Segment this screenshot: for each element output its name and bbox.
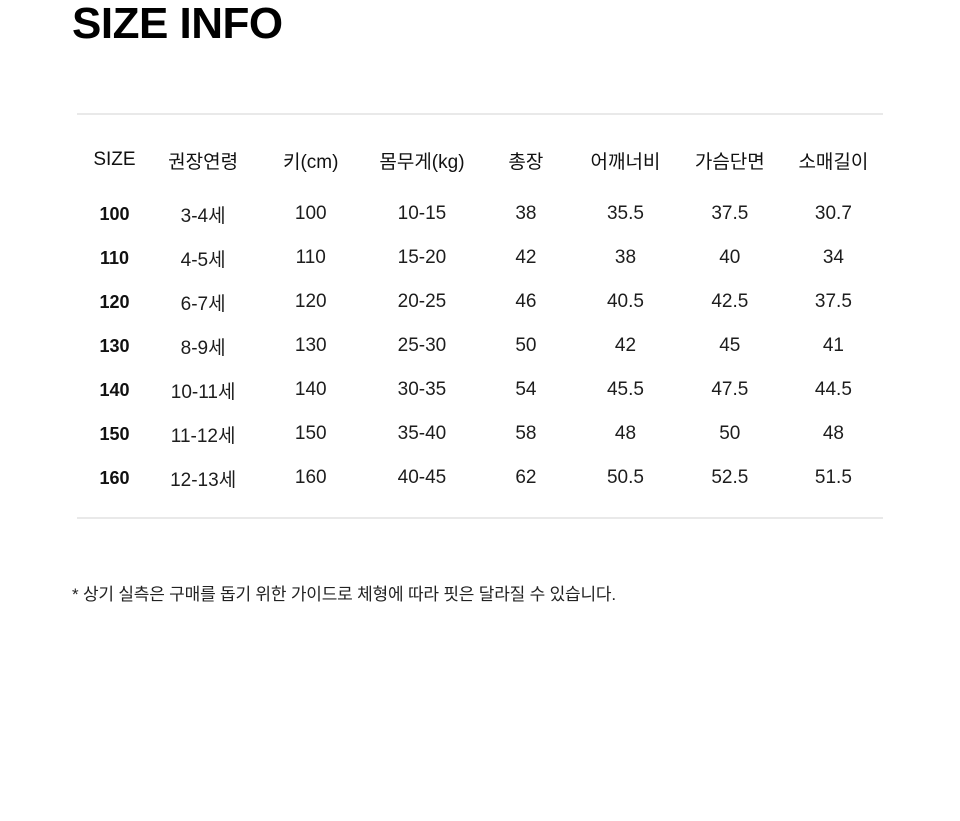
size-cell: 140 (99, 379, 130, 400)
size-cell: 110 (99, 247, 129, 268)
value-cell: 6-7세 (180, 293, 226, 315)
size-cell: 160 (99, 467, 130, 488)
value-cell: 35-40 (397, 423, 447, 444)
table-row: 160 12-13세 160 40-45 62 50.5 52.5 51.5 (77, 456, 883, 500)
value-cell: 10-11세 (170, 381, 236, 403)
size-table-section: SIZE 권장연령 키(cm) 몸무게(kg) 총장 어깨너비 가슴단면 소매길이 100 3-… (77, 113, 883, 519)
column-header-3: 몸무게(kg) (379, 151, 465, 173)
size-table-body: 100 3-4세 100 10-15 38 35.5 37.5 30.7 110 4-5세 110 1… (77, 192, 883, 500)
value-cell: 48 (614, 423, 637, 444)
column-header-5: 어깨너비 (590, 151, 661, 173)
value-cell: 51.5 (814, 467, 852, 488)
value-cell: 52.5 (711, 467, 749, 488)
column-header-7: 소매길이 (798, 151, 869, 173)
column-header-6: 가슴단면 (694, 151, 765, 173)
value-cell: 3-4세 (180, 205, 226, 227)
value-cell: 8-9세 (180, 337, 226, 359)
value-cell: 41 (822, 335, 844, 356)
column-header-1: 권장연령 (168, 151, 239, 173)
value-cell: 54 (515, 379, 537, 400)
size-cell: 100 (99, 203, 130, 224)
table-row: 140 10-11세 140 30-35 54 45.5 47.5 44.5 (77, 368, 883, 412)
table-row: 100 3-4세 100 10-15 38 35.5 37.5 30.7 (77, 192, 883, 236)
value-cell: 40-45 (397, 467, 447, 488)
value-cell: 4-5세 (180, 249, 226, 271)
value-cell: 42 (614, 335, 637, 356)
value-cell: 12-13세 (170, 469, 237, 491)
size-cell: 150 (99, 423, 130, 444)
size-cell: 130 (99, 335, 130, 356)
value-cell: 50.5 (606, 467, 644, 488)
value-cell: 40 (719, 247, 741, 268)
size-cell: 120 (99, 291, 130, 312)
value-cell: 20-25 (397, 291, 447, 312)
size-table-header: SIZE 권장연령 키(cm) 몸무게(kg) 총장 어깨너비 가슴단면 소매길이 (77, 115, 883, 192)
value-cell: 48 (822, 423, 844, 444)
column-header-4: 총장 (508, 151, 544, 173)
value-cell: 140 (294, 379, 327, 400)
value-cell: 40.5 (606, 291, 644, 312)
value-cell: 42 (515, 247, 537, 268)
value-cell: 50 (515, 335, 537, 356)
value-cell: 150 (294, 423, 327, 444)
value-cell: 37.5 (814, 291, 852, 312)
value-cell: 37.5 (711, 203, 749, 224)
value-cell: 100 (294, 203, 327, 224)
size-guide-footnote: * 상기 실측은 구매를 돕기 위한 가이드로 체형에 따라 핏은 달라질 수 … (72, 585, 616, 604)
value-cell: 110 (295, 247, 326, 268)
value-cell: 38 (614, 247, 637, 268)
value-cell: 35.5 (606, 203, 644, 224)
value-cell: 30.7 (814, 203, 852, 224)
value-cell: 130 (294, 335, 327, 356)
value-cell: 10-15 (397, 203, 447, 224)
value-cell: 50 (719, 423, 741, 444)
value-cell: 62 (515, 467, 537, 488)
page-title: SIZE INFO (72, 0, 283, 48)
header-row: SIZE 권장연령 키(cm) 몸무게(kg) 총장 어깨너비 가슴단면 소매길이 (77, 115, 883, 192)
table-row: 150 11-12세 150 35-40 58 48 50 48 (77, 412, 883, 456)
value-cell: 15-20 (397, 247, 447, 268)
size-table: SIZE 권장연령 키(cm) 몸무게(kg) 총장 어깨너비 가슴단면 소매길이 100 3-… (77, 115, 883, 500)
value-cell: 38 (515, 203, 537, 224)
table-row: 130 8-9세 130 25-30 50 42 45 41 (77, 324, 883, 368)
table-row: 120 6-7세 120 20-25 46 40.5 42.5 37.5 (77, 280, 883, 324)
value-cell: 44.5 (814, 379, 852, 400)
value-cell: 42.5 (711, 291, 749, 312)
column-header-0: SIZE (93, 149, 136, 170)
column-header-2: 키(cm) (282, 151, 339, 173)
value-cell: 11-12세 (170, 425, 236, 447)
value-cell: 160 (294, 467, 327, 488)
value-cell: 58 (515, 423, 537, 444)
value-cell: 25-30 (397, 335, 447, 356)
value-cell: 46 (515, 291, 537, 312)
value-cell: 34 (822, 247, 844, 268)
value-cell: 120 (294, 291, 327, 312)
value-cell: 30-35 (397, 379, 447, 400)
value-cell: 45 (719, 335, 741, 356)
value-cell: 45.5 (606, 379, 644, 400)
table-row: 110 4-5세 110 15-20 42 38 40 34 (77, 236, 883, 280)
value-cell: 47.5 (711, 379, 749, 400)
